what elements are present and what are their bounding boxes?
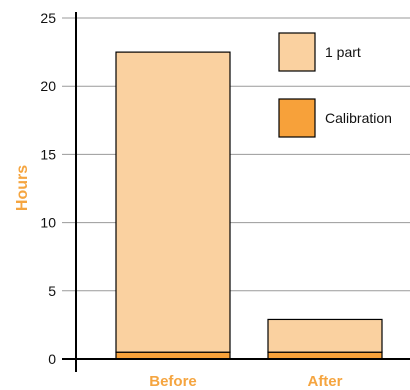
legend-swatch bbox=[278, 98, 316, 138]
legend-label: Calibration bbox=[325, 110, 392, 126]
category-labels: Before After bbox=[149, 373, 342, 390]
category-label: After bbox=[307, 373, 342, 390]
y-tick-label: 5 bbox=[48, 283, 56, 299]
y-axis-title: Hours bbox=[14, 165, 31, 211]
y-tick-labels: 0 5 10 15 20 25 bbox=[40, 10, 56, 367]
legend-label: 1 part bbox=[325, 44, 361, 60]
bar-after-calibration bbox=[267, 351, 383, 360]
category-label: Before bbox=[149, 373, 197, 390]
y-tick-label: 10 bbox=[40, 215, 56, 231]
legend: 1 part Calibration bbox=[278, 32, 392, 138]
bar-after-1-part bbox=[267, 318, 383, 353]
y-tick-label: 0 bbox=[48, 351, 56, 367]
bar-before-1-part bbox=[115, 51, 231, 353]
legend-swatch bbox=[278, 32, 316, 72]
y-tick-label: 20 bbox=[40, 78, 56, 94]
bar-before-calibration bbox=[115, 351, 231, 360]
y-tick-label: 25 bbox=[40, 10, 56, 26]
y-tick-label: 15 bbox=[40, 146, 56, 162]
bars bbox=[115, 51, 383, 360]
